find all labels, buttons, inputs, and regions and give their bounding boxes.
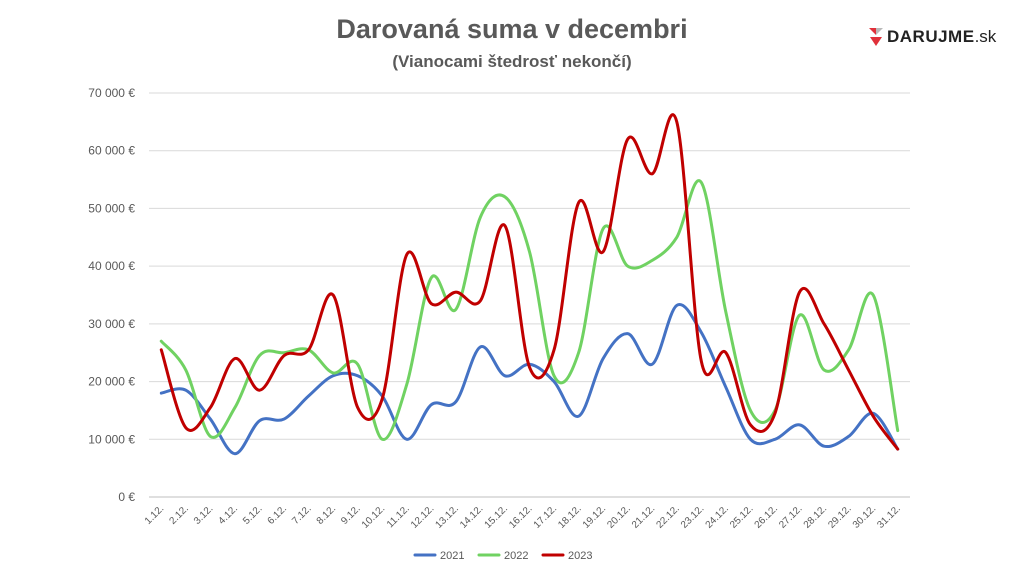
brand-name: DARUJME bbox=[887, 27, 975, 46]
legend-label-2023: 2023 bbox=[568, 550, 592, 562]
gridlines bbox=[149, 92, 910, 498]
y-axis-ticks: 0 € 10 000 € 20 000 € 30 000 € 40 000 € 50 00… bbox=[88, 86, 135, 504]
x-tick-label: 10.12. bbox=[360, 503, 387, 530]
x-tick-label: 14.12. bbox=[458, 503, 485, 530]
x-tick-label: 24.12. bbox=[704, 503, 731, 530]
x-tick-label: 16.12. bbox=[507, 503, 534, 530]
brand-suffix: .sk bbox=[974, 27, 997, 46]
x-tick-label: 25.12. bbox=[728, 503, 755, 530]
x-tick-label: 21.12. bbox=[630, 503, 657, 530]
legend-label-2022: 2022 bbox=[504, 550, 528, 562]
legend: 2021 2022 2023 bbox=[413, 550, 592, 562]
x-tick-label: 13.12. bbox=[434, 503, 461, 530]
x-tick-label: 5.12. bbox=[241, 503, 265, 527]
x-tick-label: 4.12. bbox=[217, 503, 241, 527]
chart-title: Darovaná suma v decembri bbox=[336, 14, 688, 44]
series-line-2021 bbox=[159, 303, 900, 456]
x-tick-label: 2.12. bbox=[167, 503, 191, 527]
y-tick-label: 0 € bbox=[118, 490, 135, 504]
heart-icon bbox=[869, 28, 883, 46]
x-axis-ticks: 1.12. 2.12. 3.12. 4.12. 5.12. 6.12. 7.12. 8.12.… bbox=[143, 503, 903, 530]
brand-logo: DARUJME .sk bbox=[868, 26, 996, 48]
x-tick-label: 27.12. bbox=[777, 503, 804, 530]
x-tick-label: 29.12. bbox=[826, 503, 853, 530]
series-lines bbox=[159, 113, 900, 456]
x-tick-label: 18.12. bbox=[556, 503, 583, 530]
y-tick-label: 10 000 € bbox=[88, 432, 135, 446]
x-tick-label: 19.12. bbox=[581, 503, 608, 530]
x-tick-label: 7.12. bbox=[290, 503, 314, 527]
x-tick-label: 3.12. bbox=[192, 503, 216, 527]
x-tick-label: 6.12. bbox=[266, 503, 290, 527]
chart-subtitle: (Vianocami štedrosť nekončí) bbox=[392, 52, 632, 71]
y-tick-label: 40 000 € bbox=[88, 259, 135, 273]
x-tick-label: 26.12. bbox=[753, 503, 780, 530]
y-tick-label: 60 000 € bbox=[88, 144, 135, 158]
x-tick-label: 17.12. bbox=[532, 503, 559, 530]
x-tick-label: 23.12. bbox=[679, 503, 706, 530]
x-tick-label: 30.12. bbox=[851, 503, 878, 530]
x-tick-label: 28.12. bbox=[802, 503, 829, 530]
x-tick-label: 1.12. bbox=[143, 503, 167, 527]
x-tick-label: 15.12. bbox=[483, 503, 510, 530]
series-line-2022 bbox=[159, 179, 900, 441]
x-tick-label: 31.12. bbox=[875, 503, 902, 530]
x-tick-label: 20.12. bbox=[605, 503, 632, 530]
x-tick-label: 22.12. bbox=[654, 503, 681, 530]
x-tick-label: 8.12. bbox=[315, 503, 339, 527]
x-tick-label: 12.12. bbox=[409, 503, 436, 530]
legend-label-2021: 2021 bbox=[440, 550, 464, 562]
series-line-2023 bbox=[159, 113, 900, 451]
y-tick-label: 30 000 € bbox=[88, 317, 135, 331]
y-tick-label: 70 000 € bbox=[88, 86, 135, 100]
y-tick-label: 20 000 € bbox=[88, 375, 135, 389]
y-tick-label: 50 000 € bbox=[88, 201, 135, 215]
x-tick-label: 11.12. bbox=[385, 503, 412, 530]
